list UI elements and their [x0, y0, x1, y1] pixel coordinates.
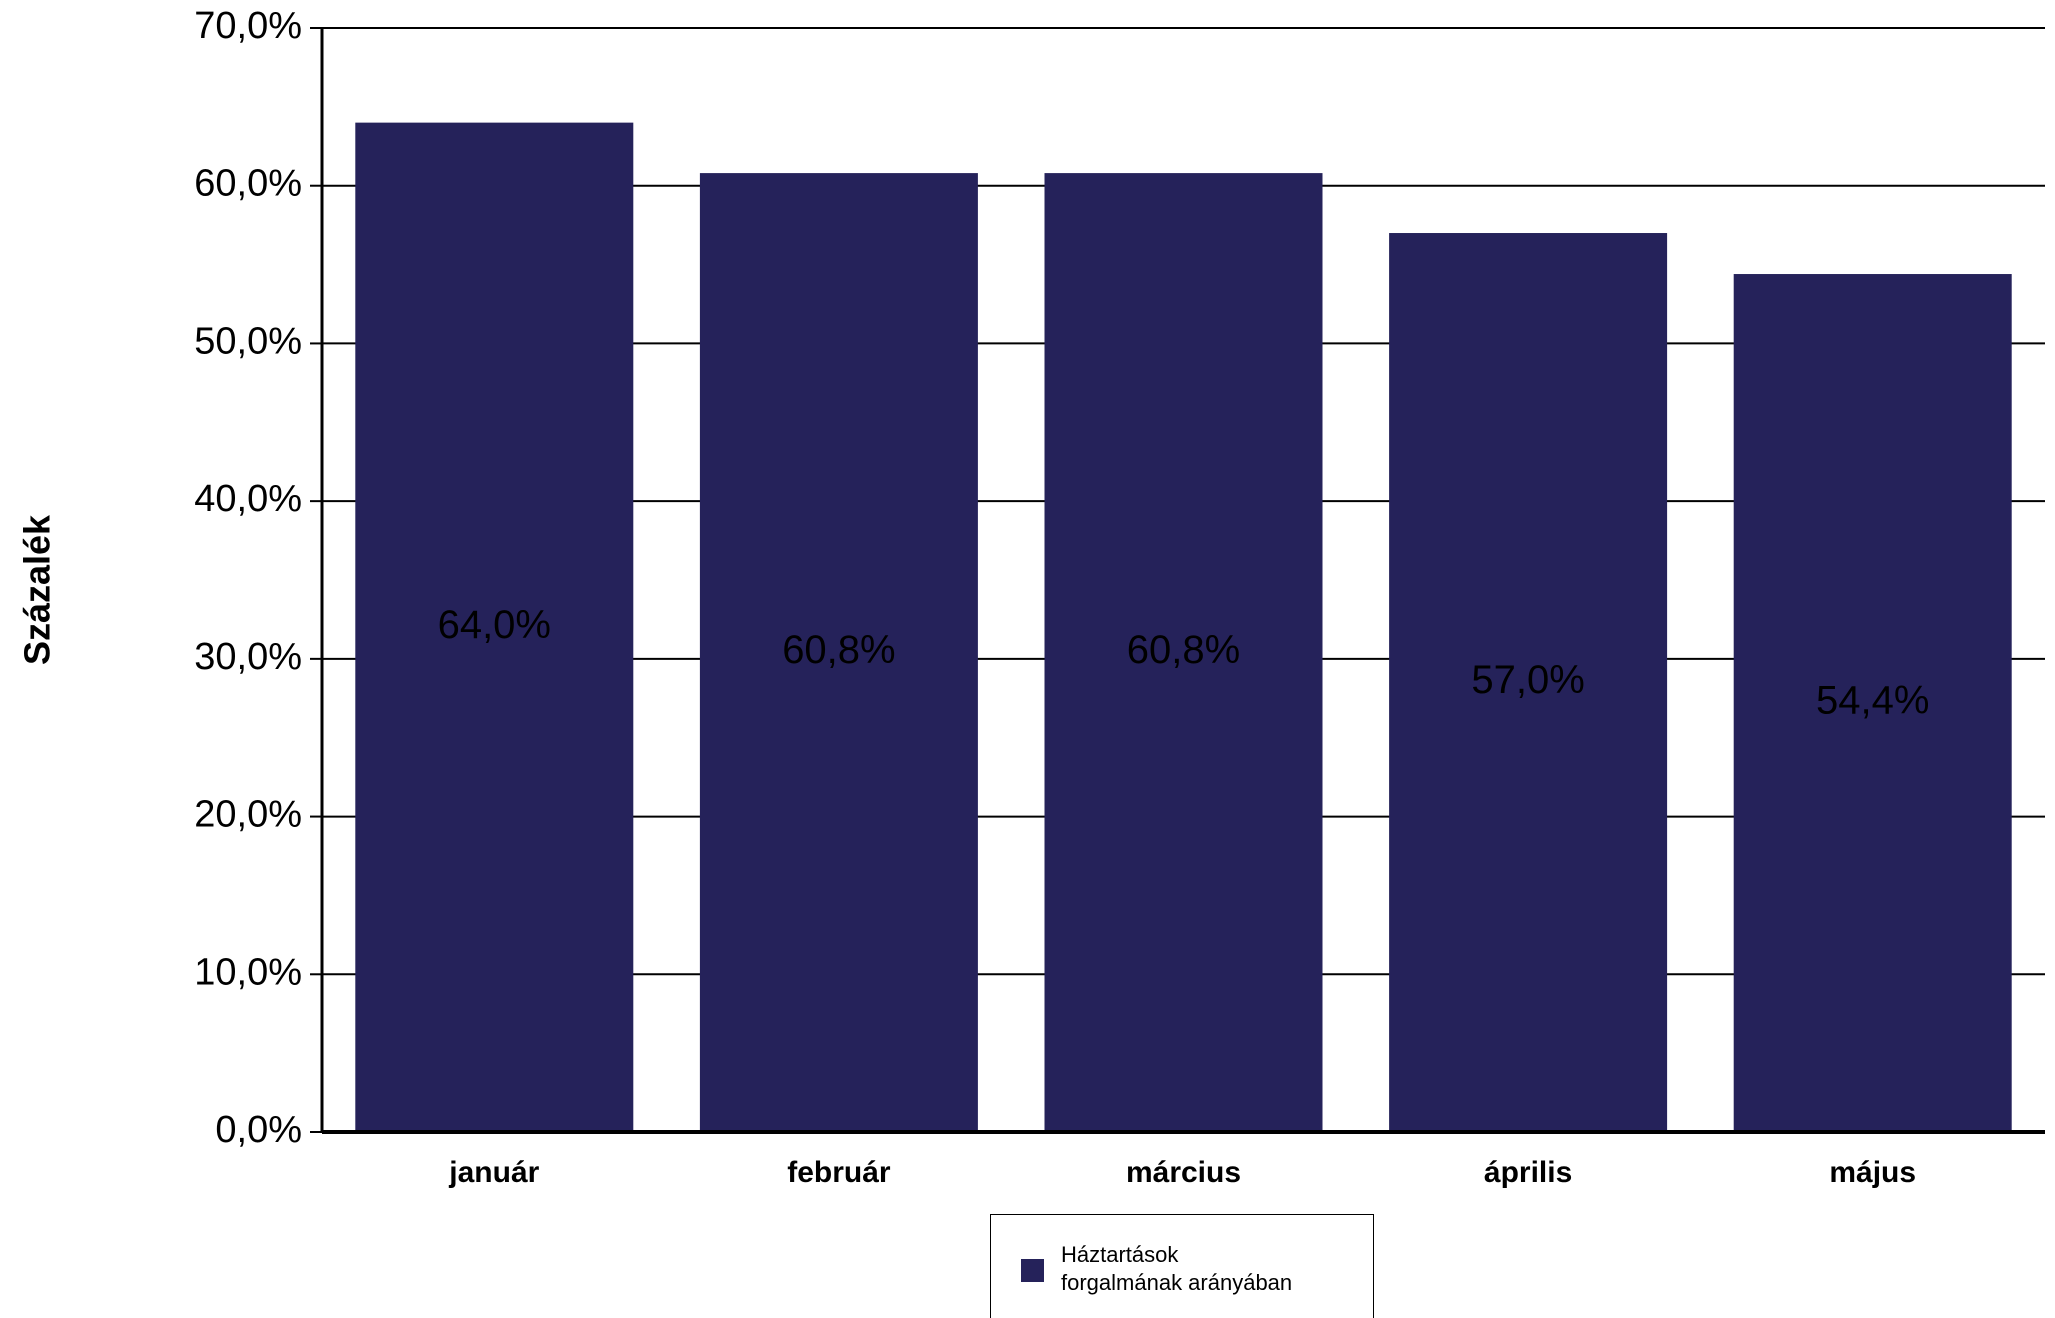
y-tick-label: 50,0% [194, 320, 302, 362]
legend-label: Háztartások forgalmának arányában [1061, 1242, 1293, 1295]
data-label: 54,4% [1816, 679, 1929, 723]
bar [1044, 173, 1323, 1132]
data-label: 57,0% [1471, 658, 1584, 702]
y-tick-label: 0,0% [215, 1109, 302, 1151]
x-tick-label: március [1126, 1156, 1241, 1189]
bar [355, 122, 634, 1133]
data-label: 60,8% [782, 628, 895, 672]
bars: 64,0% 60,8% 60,8% 57,0% 54,4% [355, 122, 2012, 1133]
x-tick-label: május [1829, 1156, 1916, 1189]
bar [699, 173, 978, 1132]
x-tick-label: február [787, 1156, 891, 1189]
y-axis-title: Százalék [17, 514, 58, 665]
y-tick-label: 30,0% [194, 636, 302, 678]
y-axis-title-container: Százalék [8, 490, 68, 690]
x-tick-label: január [448, 1156, 539, 1189]
bar [1733, 274, 2012, 1132]
y-tick-label: 60,0% [194, 163, 302, 205]
y-tick-label: 40,0% [194, 478, 302, 520]
x-tick-label: április [1484, 1156, 1572, 1189]
legend-swatch [1021, 1259, 1044, 1282]
legend: Háztartások forgalmának arányában [990, 1214, 1374, 1318]
y-tick-label: 70,0% [194, 5, 302, 47]
bar [1389, 233, 1668, 1132]
y-tick-label: 10,0% [194, 951, 302, 993]
data-label: 60,8% [1127, 628, 1240, 672]
y-tick-label: 20,0% [194, 794, 302, 836]
data-label: 64,0% [438, 603, 551, 647]
axes: 0,0% 10,0% 20,0% 30,0% 40,0% 50,0% 60,0% 70,0% j… [194, 5, 2045, 1189]
